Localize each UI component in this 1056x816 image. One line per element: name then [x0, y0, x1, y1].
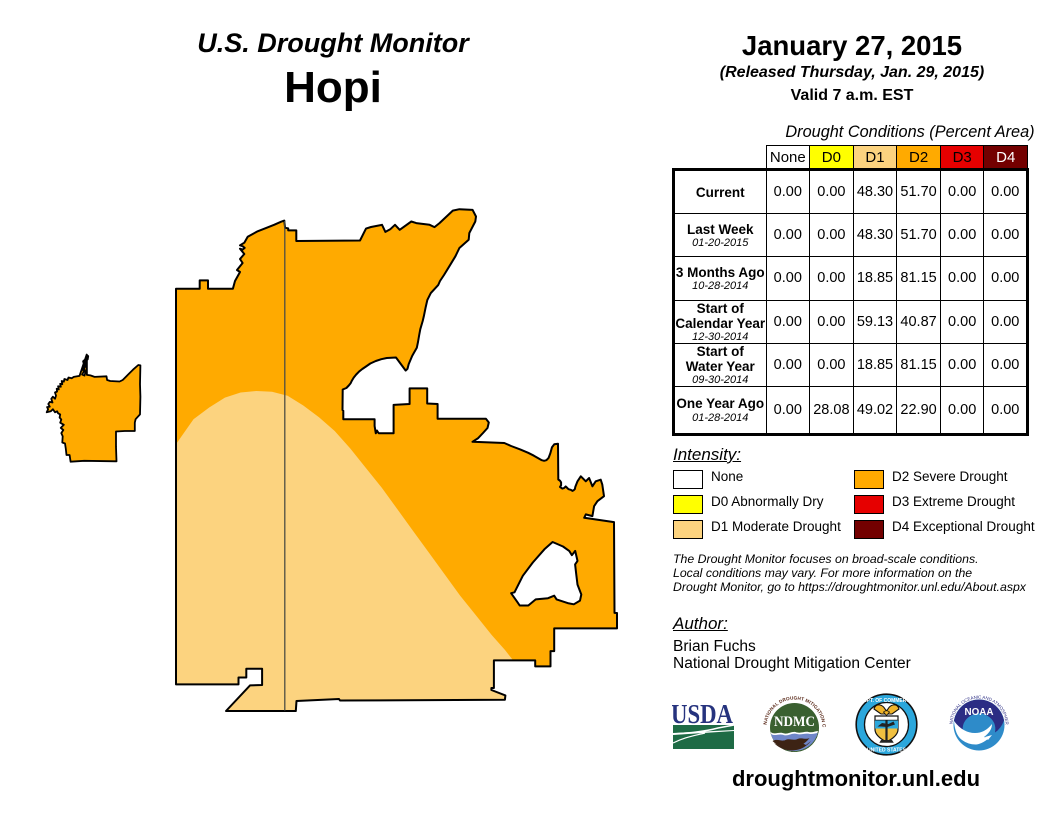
svg-text:DEPT. OF COMMERCE: DEPT. OF COMMERCE [860, 698, 914, 704]
svg-text:NDMC: NDMC [774, 714, 815, 730]
svg-text:USDA: USDA [672, 703, 733, 729]
svg-text:NOAA: NOAA [965, 707, 994, 718]
svg-text:UNITED STATES: UNITED STATES [867, 748, 907, 754]
